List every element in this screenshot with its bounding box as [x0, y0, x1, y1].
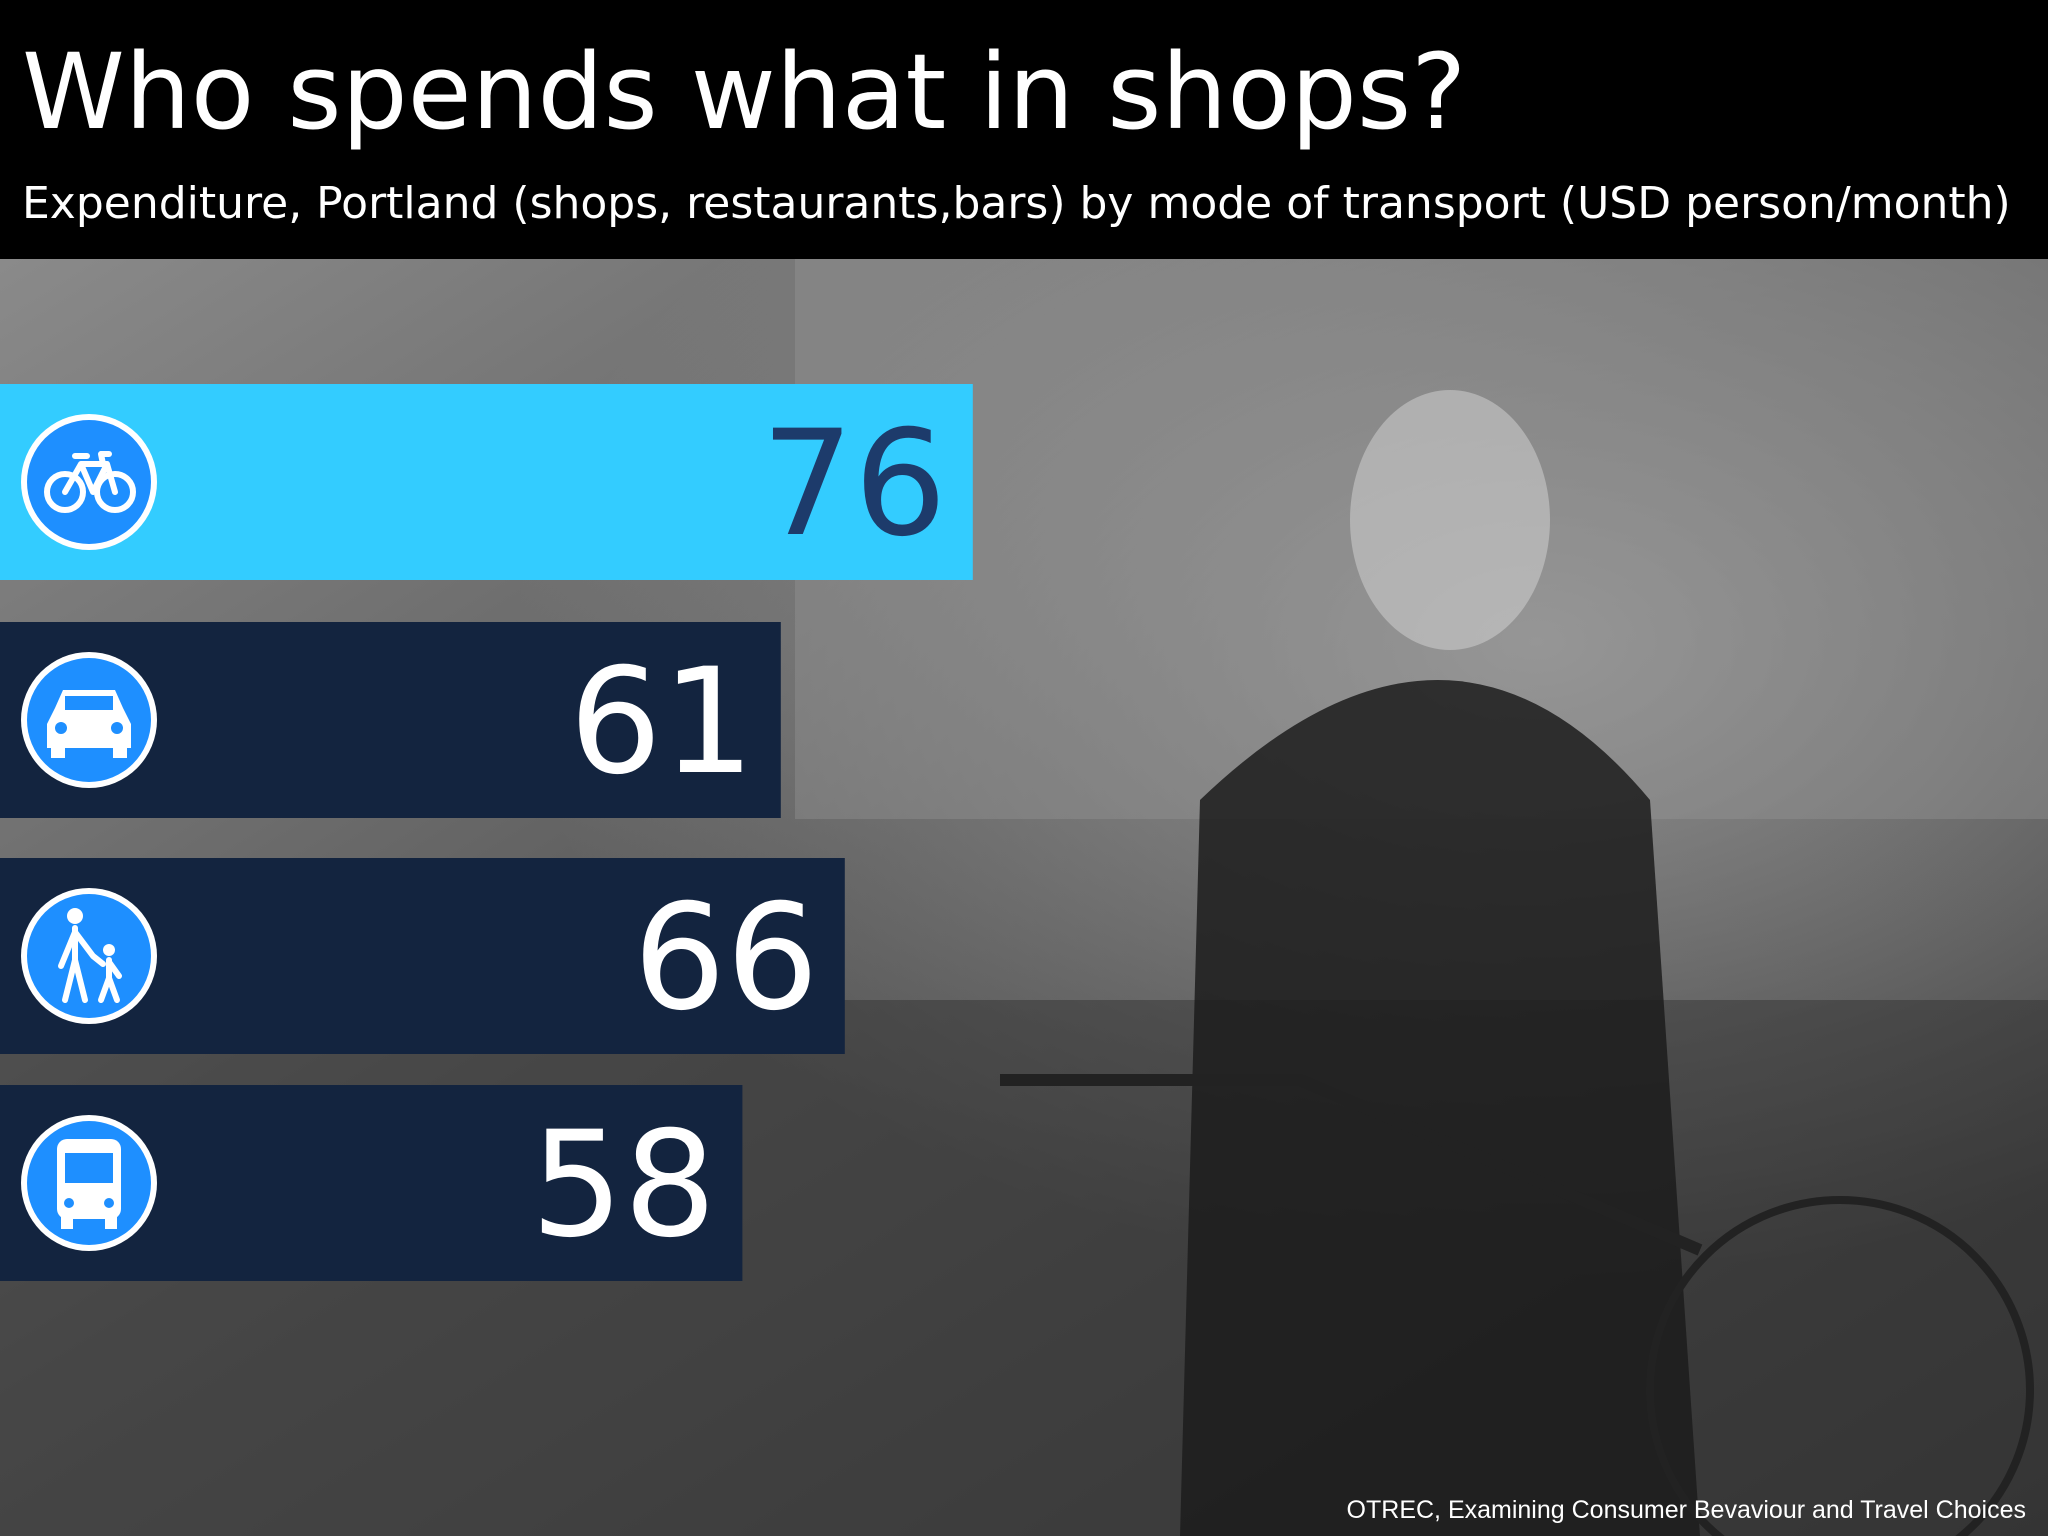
background-photo — [0, 259, 2048, 1536]
chart-subtitle: Expenditure, Portland (shops, restaurant… — [22, 178, 2011, 229]
value-label: 58 — [531, 1100, 717, 1270]
icon-part — [103, 944, 115, 956]
icon-part — [111, 722, 123, 734]
icon-part — [104, 1198, 114, 1208]
chart-title: Who spends what in shops? — [22, 31, 1466, 153]
icon-part — [62, 451, 118, 495]
icon-part — [98, 957, 122, 1003]
icon-part — [44, 471, 86, 513]
value-label: 61 — [569, 637, 755, 807]
bar — [0, 384, 973, 580]
icon-part — [67, 908, 83, 924]
value-label: 76 — [761, 399, 947, 569]
icon-part — [64, 1198, 74, 1208]
mode-icon — [57, 1139, 121, 1229]
icon-part — [58, 925, 106, 1003]
mode-icon — [44, 451, 136, 513]
icon-disc — [27, 894, 151, 1018]
icon-part — [113, 746, 127, 758]
value-label: 66 — [633, 873, 819, 1043]
icon-part — [51, 746, 65, 758]
icon-part — [94, 471, 136, 513]
header-band — [0, 0, 2048, 259]
mode-icon — [47, 690, 131, 758]
icon-part — [105, 1217, 117, 1229]
icon-part — [61, 1217, 73, 1229]
icon-part — [65, 696, 113, 710]
icon-part — [55, 722, 67, 734]
source-note: OTREC, Examining Consumer Bevaviour and … — [1347, 1496, 2026, 1524]
mode-icon — [58, 908, 122, 1003]
icon-part — [65, 1153, 113, 1183]
